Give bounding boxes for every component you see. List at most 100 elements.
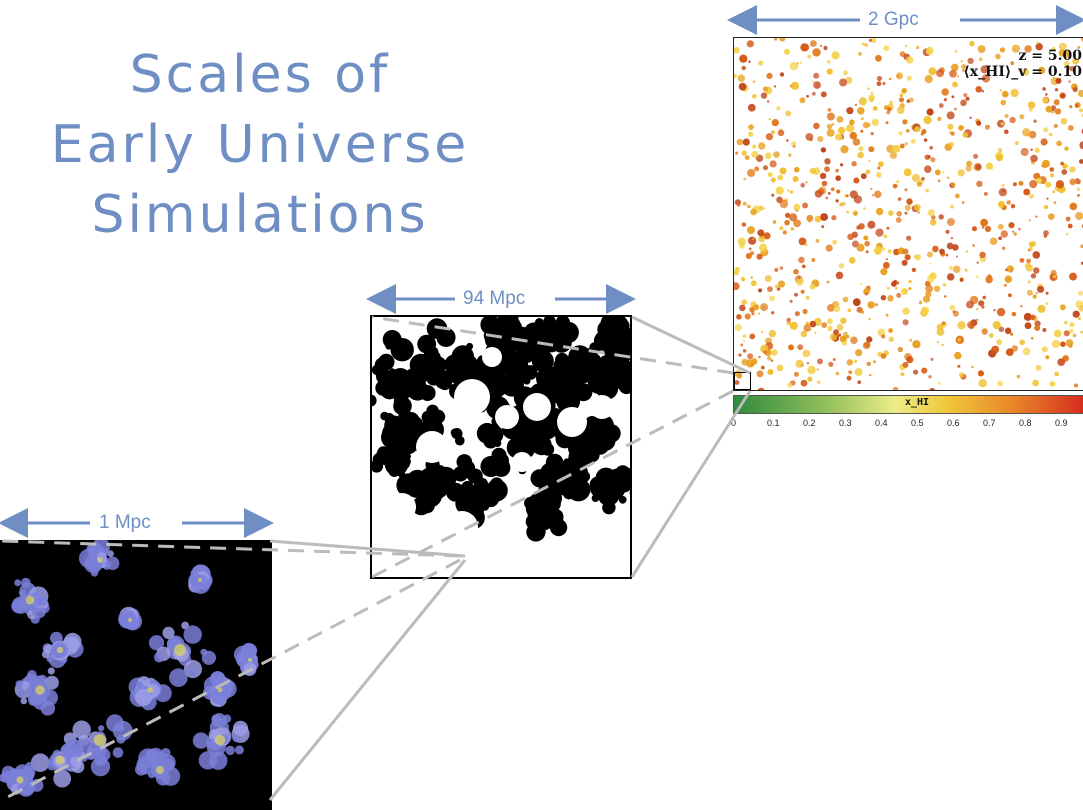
neutral-region-blob [1050,269,1057,276]
neutral-region-blob [768,118,771,121]
neutral-region-blob [817,188,825,195]
neutral-region-blob [978,379,987,388]
neutral-region-blob [767,172,773,178]
neutral-region-blob [785,212,791,218]
neutral-region-blob [941,88,949,96]
neutral-region-blob [894,286,898,290]
neutral-region-blob [755,154,764,162]
neutral-region-blob [1032,251,1041,259]
neutral-region-blob [824,158,831,165]
gas-cloud-blob [18,589,26,597]
neutral-region-blob [853,177,860,184]
neutral-region-blob [904,254,911,261]
neutral-region-blob [854,103,858,107]
ionized-bubble [416,431,448,463]
neutral-region-blob [943,295,947,298]
gas-cloud-blob [90,757,111,777]
neutral-region-blob [892,183,898,189]
neutral-region-blob [969,40,975,47]
neutral-region-blob [830,187,835,192]
neutral-region-blob [805,181,808,184]
neutral-region-blob [1013,232,1017,236]
neutral-region-blob [954,50,958,53]
neutral-region-blob [902,248,909,255]
neutral-region-blob [873,360,877,364]
neutral-region-blob [984,225,992,233]
neutral-region-blob [957,75,960,78]
title-line-3: Simulations [91,185,429,245]
neutral-region-blob [1002,189,1005,193]
neutral-region-blob [997,380,1003,387]
neutral-region-blob [786,139,789,142]
neutral-region-blob [904,142,908,146]
neutral-region-blob [523,377,531,385]
neutral-region-blob [979,251,986,258]
neutral-region-blob [771,119,779,127]
neutral-region-blob [919,300,923,304]
neutral-region-blob [1004,129,1009,135]
neutral-region-blob [874,190,882,198]
gas-cloud-blob [225,745,235,756]
neutral-region-blob [875,54,882,62]
neutral-region-blob [806,362,809,365]
neutral-region-blob [815,239,820,243]
neutral-region-blob [871,118,879,126]
neutral-region-blob [800,289,805,294]
neutral-region-blob [976,180,983,187]
neutral-region-blob [734,47,740,54]
neutral-region-blob [923,115,932,125]
neutral-region-blob [1024,45,1032,53]
neutral-region-blob [909,338,913,342]
neutral-region-blob [562,467,575,481]
neutral-region-blob [860,282,863,285]
neutral-region-blob [1009,116,1016,124]
neutral-region-blob [1033,267,1040,274]
neutral-region-blob [917,210,921,214]
neutral-region-blob [1004,327,1012,335]
neutral-region-blob [1069,328,1074,333]
neutral-region-blob [782,230,787,235]
neutral-region-blob [1029,108,1033,112]
neutral-region-blob [756,253,763,260]
neutral-region-blob [910,138,916,144]
gas-cloud-core [56,646,64,654]
neutral-region-blob [1069,178,1076,186]
neutral-region-blob [896,211,902,217]
neutral-region-blob [800,182,805,188]
neutral-region-blob [800,43,809,52]
neutral-region-blob [936,328,945,336]
neutral-region-blob [1069,322,1075,328]
neutral-region-blob [1064,320,1068,325]
neutral-region-blob [904,204,911,211]
neutral-region-blob [1068,80,1071,83]
neutral-region-blob [967,321,975,329]
neutral-region-blob [981,305,985,309]
neutral-region-blob [825,196,829,200]
neutral-region-blob [807,365,816,375]
neutral-region-blob [521,351,534,363]
neutral-region-blob [734,282,740,291]
neutral-region-blob [933,285,941,292]
neutral-region-blob [793,219,801,228]
neutral-region-blob [926,108,934,116]
neutral-region-blob [1057,358,1066,366]
neutral-region-blob [1045,105,1053,113]
neutral-region-blob [965,165,972,172]
neutral-region-blob [779,266,784,270]
neutral-region-blob [886,110,891,115]
neutral-region-blob [611,330,623,342]
neutral-region-blob [1045,291,1049,295]
neutral-region-blob [929,388,936,390]
neutral-region-blob [1080,244,1083,249]
colorbar-tick: 0 [731,418,737,428]
neutral-region-blob [856,243,865,252]
neutral-region-blob [875,207,884,216]
neutral-region-blob [950,182,956,187]
neutral-region-blob [1054,371,1060,377]
neutral-region-blob [1033,119,1037,123]
neutral-region-blob [801,264,806,269]
neutral-region-blob [741,222,747,227]
neutral-region-blob [1048,132,1053,137]
gas-cloud-blob [41,650,51,659]
neutral-region-blob [431,409,446,424]
